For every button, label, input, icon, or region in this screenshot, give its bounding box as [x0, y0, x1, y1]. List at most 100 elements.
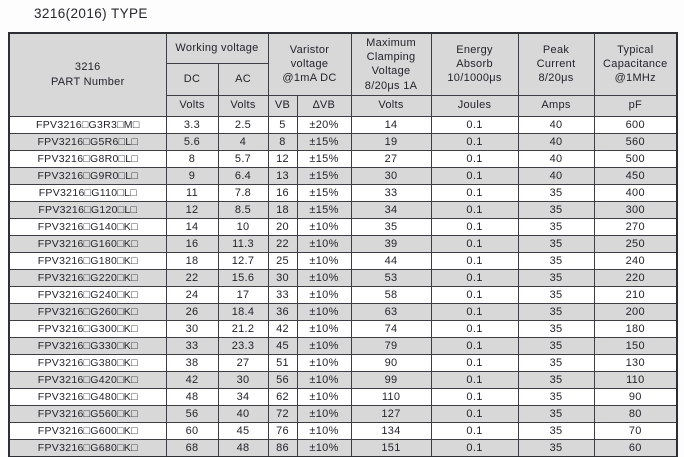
- value-cell: 0.1: [430, 387, 519, 406]
- col-header-energy-absorb: Energy Absorb 10/1000μs: [430, 32, 519, 96]
- value-cell: 130: [593, 353, 678, 372]
- value-cell: 74: [350, 319, 432, 338]
- table-body: FPV3216□G3R3□M□ 3.3 2.5 5 ±20% 14 0.1 40 600 FPV3…: [8, 115, 678, 457]
- value-cell: 600: [593, 115, 678, 134]
- value-cell: 5.6: [165, 132, 219, 151]
- table-row: FPV3216□G380□K□ 38 27 51 ±10% 90 0.1 35 130: [8, 353, 678, 372]
- part-number-cell: FPV3216□G480□K□: [8, 387, 167, 406]
- value-cell: 35: [517, 183, 595, 202]
- value-cell: 0.1: [430, 234, 519, 253]
- value-cell: ±10%: [296, 353, 352, 372]
- part-number-cell: FPV3216□G600□K□: [8, 421, 167, 440]
- table-row: FPV3216□G160□K□ 16 11.3 22 ±10% 39 0.1 35 250: [8, 234, 678, 253]
- header-row-units: Volts Volts VB ∆VB Volts Joules Amps pF: [9, 94, 678, 117]
- value-cell: 45: [267, 336, 298, 355]
- value-cell: 58: [350, 285, 432, 304]
- value-cell: 35: [517, 319, 595, 338]
- value-cell: 450: [593, 166, 678, 185]
- value-cell: 40: [217, 404, 269, 423]
- value-cell: 16: [165, 234, 219, 253]
- value-cell: 27: [217, 353, 269, 372]
- value-cell: 79: [350, 336, 432, 355]
- value-cell: 0.1: [430, 370, 519, 389]
- value-cell: 500: [593, 149, 678, 168]
- value-cell: 33: [165, 336, 219, 355]
- value-cell: 0.1: [430, 183, 519, 202]
- value-cell: 12.7: [217, 251, 269, 270]
- value-cell: 2.5: [217, 115, 269, 134]
- value-cell: 0.1: [430, 302, 519, 321]
- value-cell: 0.1: [430, 353, 519, 372]
- col-header-working-voltage: Working voltage: [165, 32, 269, 64]
- table-row: FPV3216□G260□K□ 26 18.4 36 ±10% 63 0.1 35 200: [8, 302, 678, 321]
- value-cell: 35: [517, 285, 595, 304]
- value-cell: 15.6: [217, 268, 269, 287]
- value-cell: 134: [350, 421, 432, 440]
- table-row: FPV3216□G9R0□L□ 9 6.4 13 ±15% 30 0.1 40 450: [8, 166, 678, 185]
- value-cell: 0.1: [430, 149, 519, 168]
- value-cell: 220: [593, 268, 678, 287]
- value-cell: 11: [165, 183, 219, 202]
- table-row: FPV3216□G680□K□ 68 48 86 ±10% 151 0.1 35 60: [8, 438, 678, 457]
- table-row: FPV3216□G300□K□ 30 21.2 42 ±10% 74 0.1 35 180: [8, 319, 678, 338]
- value-cell: 0.1: [430, 438, 519, 457]
- value-cell: 56: [267, 370, 298, 389]
- value-cell: 240: [593, 251, 678, 270]
- part-number-cell: FPV3216□G110□L□: [8, 183, 167, 202]
- part-number-cell: FPV3216□G5R6□L□: [8, 132, 167, 151]
- value-cell: 42: [165, 370, 219, 389]
- value-cell: 6.4: [217, 166, 269, 185]
- value-cell: 25: [267, 251, 298, 270]
- table-row: FPV3216□G600□K□ 60 45 76 ±10% 134 0.1 35 70: [8, 421, 678, 440]
- value-cell: ±15%: [296, 166, 352, 185]
- table-row: FPV3216□G140□K□ 14 10 20 ±10% 35 0.1 35 270: [8, 217, 678, 236]
- unit-pf: pF: [593, 94, 678, 117]
- part-number-cell: FPV3216□G680□K□: [8, 438, 167, 457]
- col-header-peak-current: Peak Current 8/20μs: [517, 32, 595, 96]
- value-cell: 4: [217, 132, 269, 151]
- value-cell: 90: [593, 387, 678, 406]
- value-cell: 35: [517, 387, 595, 406]
- value-cell: ±15%: [296, 149, 352, 168]
- col-header-varistor-voltage: Varistor voltage @1mA DC: [267, 32, 352, 96]
- table-row: FPV3216□G560□K□ 56 40 72 ±10% 127 0.1 35 80: [8, 404, 678, 423]
- value-cell: 0.1: [430, 285, 519, 304]
- value-cell: 0.1: [430, 217, 519, 236]
- value-cell: 48: [165, 387, 219, 406]
- value-cell: 0.1: [430, 115, 519, 134]
- part-number-cell: FPV3216□G300□K□: [8, 319, 167, 338]
- value-cell: 72: [267, 404, 298, 423]
- part-number-cell: FPV3216□G9R0□L□: [8, 166, 167, 185]
- col-header-max-clamping-voltage: Maximum Clamping Voltage 8/20μs 1A: [350, 32, 432, 96]
- table-row: FPV3216□G5R6□L□ 5.6 4 8 ±15% 19 0.1 40 560: [8, 132, 678, 151]
- value-cell: 200: [593, 302, 678, 321]
- value-cell: 40: [517, 149, 595, 168]
- value-cell: ±10%: [296, 319, 352, 338]
- value-cell: 35: [517, 404, 595, 423]
- unit-vb: VB: [267, 94, 298, 117]
- value-cell: 10: [217, 217, 269, 236]
- value-cell: 35: [517, 268, 595, 287]
- value-cell: 250: [593, 234, 678, 253]
- value-cell: 150: [593, 336, 678, 355]
- value-cell: 13: [267, 166, 298, 185]
- value-cell: 35: [517, 251, 595, 270]
- value-cell: 110: [350, 387, 432, 406]
- value-cell: 30: [350, 166, 432, 185]
- value-cell: 7.8: [217, 183, 269, 202]
- value-cell: 35: [517, 302, 595, 321]
- value-cell: 210: [593, 285, 678, 304]
- value-cell: 53: [350, 268, 432, 287]
- value-cell: 40: [517, 166, 595, 185]
- value-cell: 0.1: [430, 319, 519, 338]
- value-cell: 33: [267, 285, 298, 304]
- unit-delta-vb: ∆VB: [296, 94, 352, 117]
- part-number-cell: FPV3216□G140□K□: [8, 217, 167, 236]
- part-number-cell: FPV3216□G330□K□: [8, 336, 167, 355]
- table-row: FPV3216□G180□K□ 18 12.7 25 ±10% 44 0.1 35 240: [8, 251, 678, 270]
- value-cell: 11.3: [217, 234, 269, 253]
- value-cell: 35: [517, 217, 595, 236]
- col-header-dc: DC: [165, 62, 219, 96]
- value-cell: 40: [517, 132, 595, 151]
